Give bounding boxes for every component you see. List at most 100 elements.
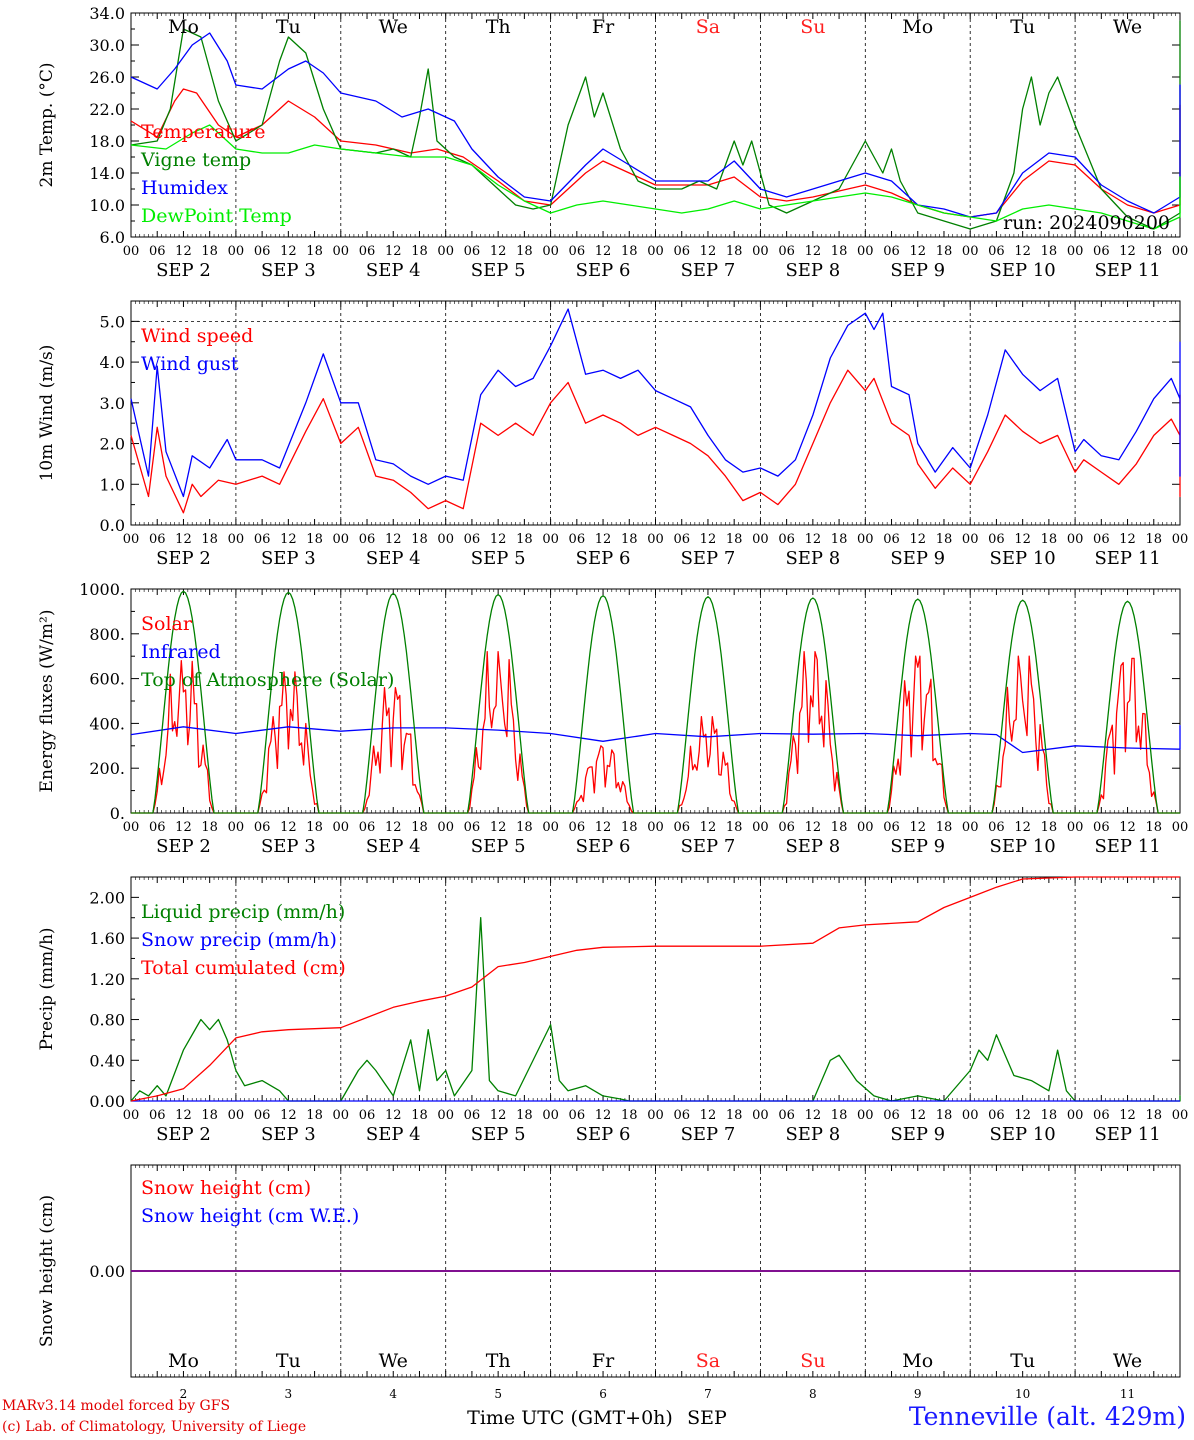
hour-tick-label: 00: [962, 1108, 979, 1123]
hour-tick-label: 00: [123, 820, 140, 835]
station-name: Tenneville (alt. 429m): [908, 1402, 1186, 1431]
y-tick-label: 0.80: [89, 1011, 125, 1030]
hour-tick-label: 00: [228, 244, 245, 259]
hour-tick-label: 00: [437, 532, 454, 547]
hour-tick-label: 00: [437, 244, 454, 259]
hour-tick-label: 06: [569, 1108, 586, 1123]
hour-tick-label: 18: [1041, 820, 1058, 835]
hour-tick-label: 18: [936, 1108, 953, 1123]
hour-tick-label: 18: [1146, 820, 1163, 835]
hour-tick-label: 00: [333, 820, 350, 835]
weekday-label-bottom: Mo: [168, 1350, 199, 1372]
hour-tick-label: 06: [254, 1108, 271, 1123]
hour-tick-label: 18: [726, 1108, 743, 1123]
hour-tick-label: 12: [280, 244, 297, 259]
legend-wind-gust: Wind gust: [141, 353, 239, 375]
hour-tick-label: 12: [175, 1108, 192, 1123]
hour-tick-label: 00: [1067, 820, 1084, 835]
hour-tick-label: 12: [490, 1108, 507, 1123]
hour-tick-label: 12: [1014, 1108, 1031, 1123]
day-date-label: SEP 6: [576, 548, 631, 569]
hour-tick-label: 18: [831, 244, 848, 259]
model-credit: MARv3.14 model forced by GFS: [2, 1398, 231, 1414]
hour-tick-label: 18: [411, 820, 428, 835]
weekday-label-bottom: Tu: [276, 1350, 301, 1372]
legend-top-of-atmosphere-solar: Top of Atmosphere (Solar): [141, 669, 394, 691]
hour-tick-label: 18: [516, 1108, 533, 1123]
day-number-label: 7: [704, 1387, 712, 1401]
legend-snow-height-cm: Snow height (cm): [141, 1177, 311, 1199]
hour-tick-label: 00: [1172, 532, 1189, 547]
hour-tick-label: 12: [909, 532, 926, 547]
series-line-vigne-temp: [130, 20, 1181, 230]
lab-credit: (c) Lab. of Climatology, University of L…: [2, 1419, 307, 1435]
hour-tick-label: 12: [175, 820, 192, 835]
hour-tick-label: 12: [1014, 820, 1031, 835]
hour-tick-label: 00: [962, 244, 979, 259]
weekday-label-bottom: We: [379, 1350, 408, 1372]
y-tick-label: 2.00: [89, 888, 125, 907]
hour-tick-label: 00: [123, 244, 140, 259]
hour-tick-label: 12: [700, 244, 717, 259]
hour-tick-label: 18: [306, 532, 323, 547]
series-line-total-cumulated-cm: [130, 876, 1180, 1102]
day-date-label: SEP 3: [261, 1124, 316, 1145]
hour-tick-label: 18: [936, 532, 953, 547]
day-date-label: SEP 11: [1094, 1124, 1160, 1145]
hour-tick-label: 18: [1146, 244, 1163, 259]
day-date-label: SEP 6: [576, 836, 631, 857]
weekday-label-top: Th: [486, 16, 511, 38]
hour-tick-label: 00: [123, 532, 140, 547]
hour-tick-label: 18: [411, 1108, 428, 1123]
day-date-label: SEP 11: [1094, 548, 1160, 569]
hour-tick-label: 12: [1014, 532, 1031, 547]
hour-tick-label: 00: [647, 820, 664, 835]
weekday-label-bottom: Su: [800, 1350, 825, 1372]
hour-tick-label: 00: [857, 1108, 874, 1123]
y-tick-label: 600.: [89, 670, 125, 689]
y-axis-label: 10m Wind (m/s): [37, 345, 57, 482]
hour-tick-label: 06: [988, 820, 1005, 835]
panel-frame: [130, 300, 1181, 526]
y-axis-label: Energy fluxes (W/m²): [37, 610, 57, 793]
hour-tick-label: 18: [201, 532, 218, 547]
hour-tick-label: 18: [726, 532, 743, 547]
weekday-label-top: Mo: [902, 16, 933, 38]
hour-tick-label: 18: [831, 1108, 848, 1123]
hour-tick-label: 12: [805, 532, 822, 547]
hour-tick-label: 18: [411, 244, 428, 259]
hour-tick-label: 18: [621, 244, 638, 259]
hour-tick-label: 00: [228, 532, 245, 547]
hour-tick-label: 06: [883, 1108, 900, 1123]
y-tick-label: 22.0: [89, 100, 125, 119]
day-number-label: 5: [494, 1387, 502, 1401]
y-tick-label: 10.0: [89, 196, 125, 215]
day-date-label: SEP 11: [1094, 836, 1160, 857]
legend-liquid-precip-mm-h: Liquid precip (mm/h): [141, 901, 345, 923]
day-date-label: SEP 2: [156, 1124, 211, 1145]
hour-tick-label: 06: [1093, 820, 1110, 835]
time-axis-month: SEP: [687, 1407, 727, 1429]
hour-tick-label: 00: [752, 532, 769, 547]
legend-vigne-temp: Vigne temp: [140, 149, 251, 171]
day-date-label: SEP 9: [890, 548, 945, 569]
hour-tick-label: 18: [726, 820, 743, 835]
weekday-label-top: Tu: [276, 16, 301, 38]
hour-tick-label: 18: [516, 532, 533, 547]
hour-tick-label: 12: [909, 244, 926, 259]
hour-tick-label: 12: [280, 1108, 297, 1123]
y-tick-label: 1.20: [89, 970, 125, 989]
hour-tick-label: 06: [254, 532, 271, 547]
hour-tick-label: 00: [962, 820, 979, 835]
hour-tick-label: 06: [149, 1108, 166, 1123]
day-date-label: SEP 10: [990, 260, 1056, 281]
hour-tick-label: 18: [306, 1108, 323, 1123]
panel-frame: [130, 12, 1181, 238]
hour-tick-label: 00: [647, 244, 664, 259]
hour-tick-label: 00: [437, 820, 454, 835]
hour-tick-label: 12: [175, 244, 192, 259]
hour-tick-label: 06: [1093, 532, 1110, 547]
y-tick-label: 0.00: [89, 1092, 125, 1111]
y-tick-label: 800.: [89, 625, 125, 644]
